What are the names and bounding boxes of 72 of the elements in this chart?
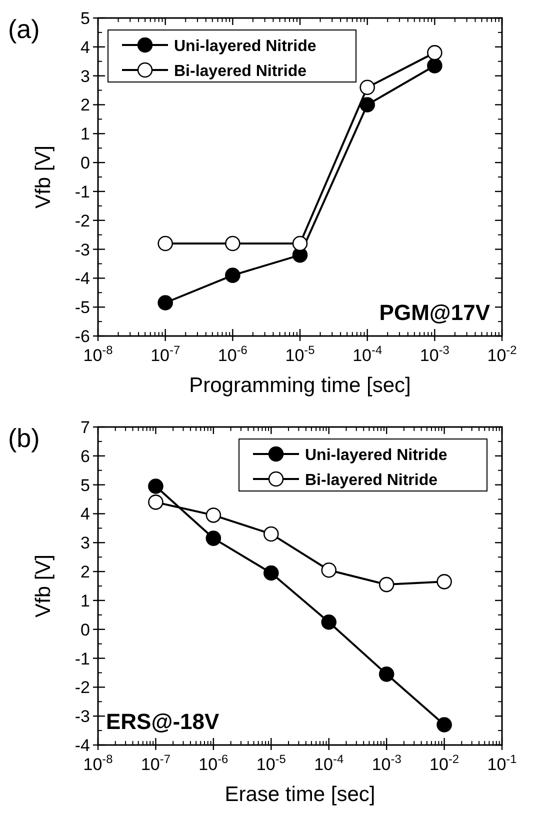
point	[360, 80, 375, 96]
y-tick-label: -2	[74, 211, 90, 230]
point	[206, 508, 222, 523]
y-tick-label: 2	[80, 96, 90, 115]
x-tick-label: 10$^{-7}$	[150, 343, 180, 365]
point	[436, 574, 452, 590]
y-tick-label: -2	[74, 678, 90, 698]
y-axis-title: Vfb [V]	[32, 554, 55, 618]
point	[206, 530, 222, 546]
x-tick-label: 10$^{-7}$	[140, 752, 171, 774]
legend-label: Uni-layered Nitride	[305, 447, 448, 464]
x-axis-title: Programming time [sec]	[189, 374, 411, 397]
point	[148, 494, 164, 510]
legend-label: Uni-layered Nitride	[174, 38, 316, 55]
point	[158, 295, 173, 310]
y-tick-label: 3	[80, 534, 90, 553]
y-tick-label: -4	[74, 736, 90, 755]
point	[263, 565, 279, 581]
point	[321, 562, 337, 578]
y-tick-label: 1	[80, 124, 90, 144]
x-axis-title: Erase time [sec]	[224, 783, 376, 806]
y-tick-label: -6	[74, 327, 90, 346]
x-tick-label: 10$^{-5}$	[256, 752, 286, 774]
y-tick-label: 2	[80, 562, 90, 582]
x-tick-label: 10$^{-4}$	[352, 343, 382, 365]
chart-title: (a)	[8, 14, 40, 44]
y-tick-label: 3	[80, 66, 90, 86]
y-tick-label: -1	[74, 182, 90, 202]
y-tick-label: -3	[74, 240, 90, 260]
point	[360, 97, 375, 112]
x-tick-label: 10$^{-6}$	[218, 343, 248, 365]
x-tick-label: 10$^{-5}$	[285, 343, 316, 365]
y-tick-label: 4	[80, 38, 90, 57]
legend-label: Bi-layered Nitride	[174, 63, 307, 80]
point	[427, 58, 442, 74]
x-tick-label: 10$^{-1}$	[487, 752, 518, 774]
x-tick-label: 10$^{-2}$	[430, 752, 460, 774]
legend-label: Bi-layered Nitride	[305, 472, 438, 489]
x-tick-label: 10$^{-3}$	[420, 343, 450, 365]
point	[158, 236, 173, 252]
y-tick-label: -5	[74, 298, 90, 318]
point	[436, 717, 452, 732]
point	[321, 614, 337, 630]
x-tick-label: 10$^{-8}$	[83, 343, 114, 365]
y-tick-label: 0	[80, 620, 90, 640]
point	[378, 666, 394, 682]
y-tick-label: 5	[80, 9, 90, 28]
x-tick-label: 10$^{-3}$	[372, 752, 402, 774]
y-tick-label: 7	[80, 418, 90, 437]
point	[148, 478, 164, 494]
annotation: PGM@17V	[379, 300, 490, 325]
y-tick-label: -4	[74, 269, 90, 288]
point	[225, 236, 240, 252]
y-tick-label: 5	[80, 476, 90, 495]
x-tick-label: 10$^{-8}$	[83, 752, 114, 774]
point	[378, 576, 394, 592]
x-tick-label: 10$^{-6}$	[198, 752, 229, 774]
point	[427, 45, 442, 60]
y-tick-label: 0	[80, 154, 90, 173]
y-axis-title: Vfb [V]	[32, 145, 55, 209]
y-tick-label: 1	[80, 591, 90, 610]
x-tick-label: 10$^{-2}$	[487, 343, 518, 365]
y-tick-label: -1	[74, 649, 90, 668]
y-tick-label: -3	[74, 707, 90, 726]
chart-title: (b)	[8, 423, 40, 453]
annotation: ERS@-18V	[106, 709, 220, 734]
point	[225, 268, 240, 283]
x-tick-label: 10$^{-4}$	[314, 752, 344, 774]
point	[263, 526, 279, 542]
y-tick-label: 4	[80, 504, 90, 524]
point	[292, 236, 308, 252]
y-tick-label: 6	[80, 446, 90, 466]
